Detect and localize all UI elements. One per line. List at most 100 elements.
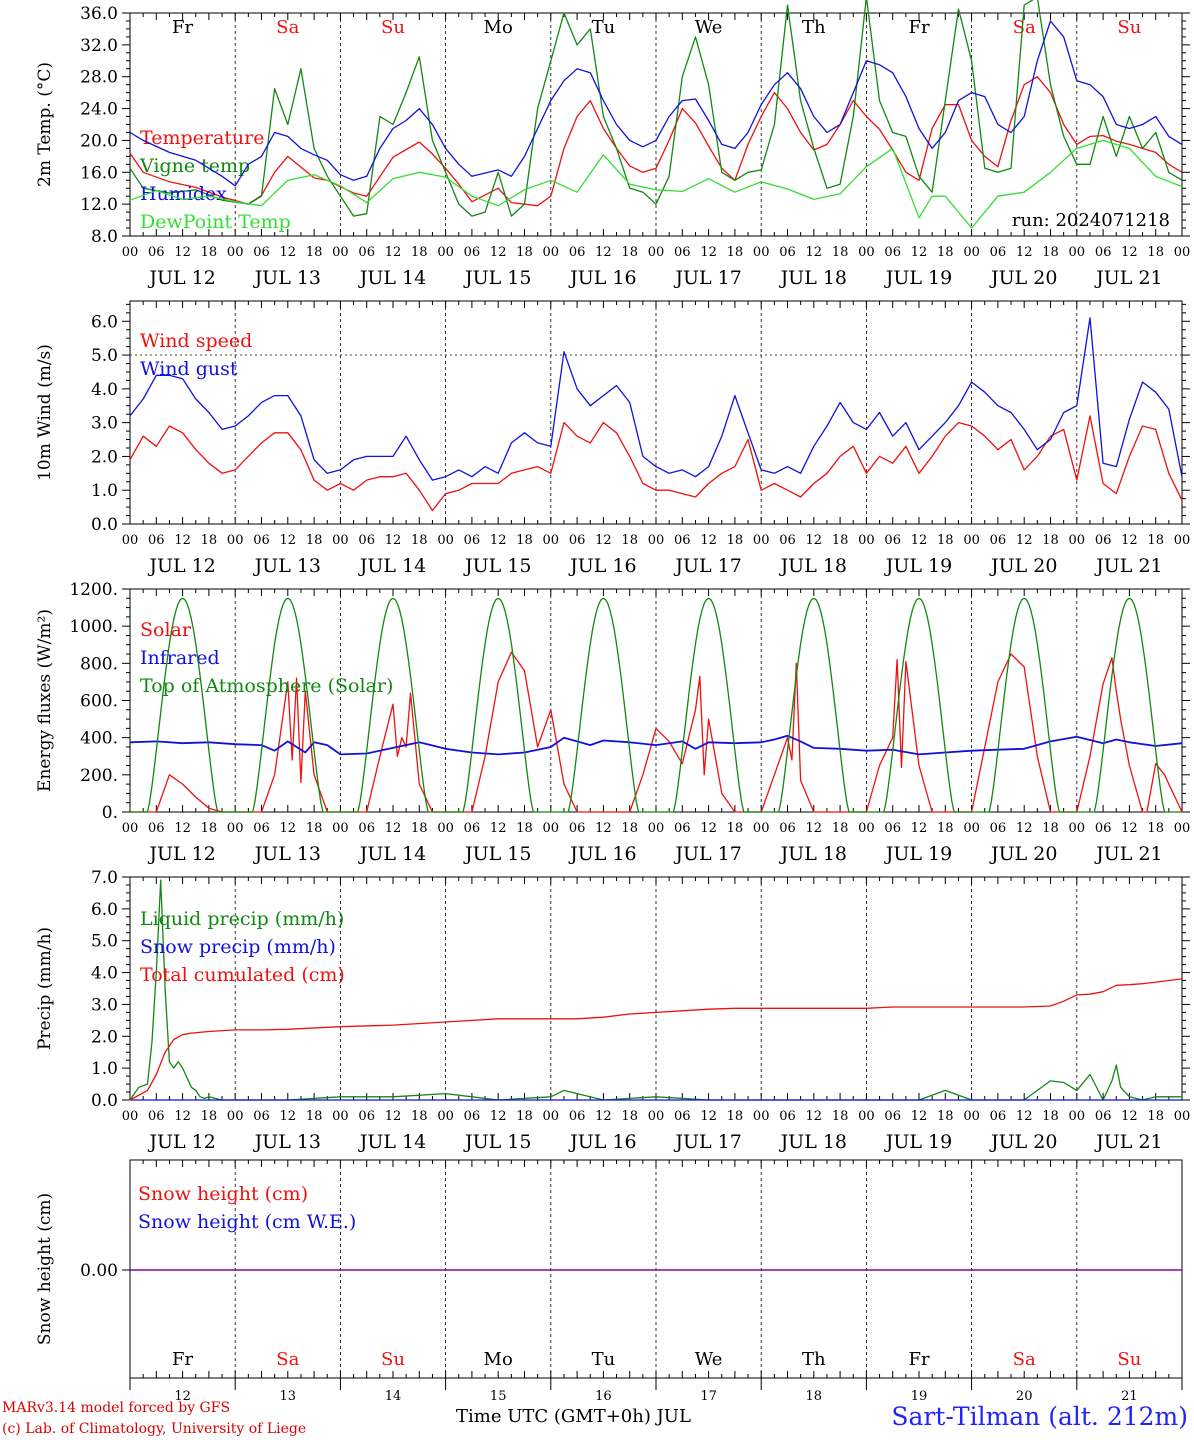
legend-liquid-precip-mm-h-: Liquid precip (mm/h)	[140, 908, 344, 930]
hour-tick-label: 12	[490, 533, 507, 548]
hour-tick-label: 06	[779, 821, 796, 836]
day-label: JUL 16	[568, 555, 636, 577]
day-label: JUL 18	[779, 555, 847, 577]
hour-tick-label: 12	[385, 533, 402, 548]
hour-tick-label: 18	[201, 821, 218, 836]
hour-tick-label: 06	[569, 1109, 586, 1124]
hour-tick-label: 00	[648, 1109, 665, 1124]
y-tick-label: 5.0	[91, 932, 118, 952]
hour-tick-label: 06	[884, 821, 901, 836]
y-tick-label: 2.0	[91, 1027, 118, 1047]
weekday-label: Sa	[1013, 17, 1036, 38]
hour-tick-label: 18	[201, 533, 218, 548]
hour-tick-label: 00	[648, 533, 665, 548]
day-label: JUL 12	[147, 267, 215, 289]
weekday-label: Fr	[172, 17, 193, 38]
hour-tick-label: 06	[253, 821, 270, 836]
hour-tick-label: 12	[490, 245, 507, 260]
hour-tick-label: 00	[437, 533, 454, 548]
hour-tick-label: 06	[569, 821, 586, 836]
hour-tick-label: 12	[174, 1109, 191, 1124]
day-label: JUL 14	[358, 1131, 426, 1153]
weekday-label: Su	[1117, 1349, 1141, 1370]
series-line-2	[129, 20, 1183, 187]
hour-tick-label: 12	[595, 533, 612, 548]
hour-tick-label: 00	[1069, 1109, 1086, 1124]
day-number-label: 13	[280, 1389, 297, 1404]
day-label: JUL 19	[884, 843, 952, 865]
hour-tick-label: 18	[727, 245, 744, 260]
hour-tick-label: 06	[674, 821, 691, 836]
weekday-label: Mo	[484, 1349, 513, 1370]
day-number-label: 16	[595, 1389, 612, 1404]
series-line-1	[129, 734, 1183, 756]
day-label: JUL 20	[989, 555, 1057, 577]
hour-tick-label: 00	[122, 821, 139, 836]
hour-tick-label: 18	[937, 821, 954, 836]
hour-tick-label: 00	[122, 245, 139, 260]
day-number-label: 18	[806, 1389, 823, 1404]
hour-tick-label: 00	[648, 245, 665, 260]
hour-tick-label: 00	[753, 1109, 770, 1124]
y-tick-label: 6.0	[91, 312, 118, 332]
y-axis-label: 10m Wind (m/s)	[35, 344, 55, 481]
day-label: JUL 15	[463, 843, 531, 865]
y-axis-label: Precip (mm/h)	[35, 927, 55, 1050]
hour-tick-label: 00	[227, 533, 244, 548]
hour-tick-label: 06	[464, 821, 481, 836]
run-label: run: 2024071218	[1012, 210, 1170, 231]
hour-tick-label: 00	[858, 821, 875, 836]
hour-tick-label: 00	[332, 821, 349, 836]
hour-tick-label: 06	[358, 821, 375, 836]
day-label: JUL 19	[884, 555, 952, 577]
day-number-label: 20	[1016, 1389, 1033, 1404]
hour-tick-label: 06	[884, 1109, 901, 1124]
panel-snow: Snow height (cm) 0.00 Snow height (cm) Snow…	[35, 1159, 1183, 1404]
hour-tick-label: 06	[253, 1109, 270, 1124]
day-label: JUL 15	[463, 555, 531, 577]
hour-tick-label: 18	[516, 533, 533, 548]
weekday-label: Tu	[592, 1349, 616, 1370]
weekday-label: Mo	[484, 17, 513, 38]
y-axis-label: 2m Temp. (°C)	[35, 62, 55, 187]
hour-tick-label: 06	[253, 533, 270, 548]
day-label: JUL 12	[147, 843, 215, 865]
y-axis-label: Energy fluxes (W/m²)	[35, 609, 55, 792]
hour-tick-label: 18	[516, 1109, 533, 1124]
hour-tick-label: 12	[806, 245, 823, 260]
legend-wind-speed: Wind speed	[140, 330, 252, 352]
hour-tick-label: 18	[727, 1109, 744, 1124]
y-tick-label: 12.0	[80, 195, 118, 215]
hour-tick-label: 12	[1121, 1109, 1138, 1124]
hour-tick-label: 06	[779, 1109, 796, 1124]
hour-tick-label: 00	[963, 1109, 980, 1124]
hour-tick-label: 12	[174, 533, 191, 548]
hour-tick-label: 06	[148, 821, 165, 836]
hour-tick-label: 06	[358, 1109, 375, 1124]
y-tick-label: 800.	[80, 654, 118, 674]
hour-tick-label: 12	[700, 821, 717, 836]
day-label: JUL 18	[779, 267, 847, 289]
legend-wind-gust: Wind gust	[140, 358, 238, 380]
hour-tick-label: 18	[306, 1109, 323, 1124]
hour-tick-label: 00	[543, 821, 560, 836]
hour-tick-label: 18	[832, 533, 849, 548]
hour-tick-label: 00	[648, 821, 665, 836]
hour-tick-label: 18	[727, 821, 744, 836]
hour-tick-label: 18	[832, 821, 849, 836]
day-label: JUL 13	[253, 843, 321, 865]
hour-tick-label: 12	[806, 821, 823, 836]
hour-tick-label: 18	[201, 1109, 218, 1124]
hour-tick-label: 06	[464, 245, 481, 260]
y-tick-label: 200.	[80, 766, 118, 786]
hour-tick-label: 12	[700, 533, 717, 548]
y-tick-label: 1.0	[91, 481, 118, 501]
hour-tick-label: 06	[464, 1109, 481, 1124]
hour-tick-label: 12	[1121, 245, 1138, 260]
hour-tick-label: 12	[385, 1109, 402, 1124]
y-tick-label: 32.0	[80, 36, 118, 56]
hour-tick-label: 00	[753, 821, 770, 836]
day-label: JUL 15	[463, 267, 531, 289]
day-label: JUL 12	[147, 1131, 215, 1153]
